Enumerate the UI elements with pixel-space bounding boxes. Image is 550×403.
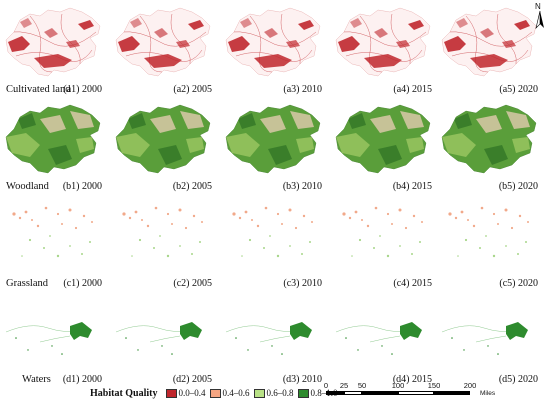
- map-grassland-c5: [448, 206, 529, 258]
- row-woodland: Woodland (b1) 2000 (b2) 2005 (b3) 2010 (…: [0, 97, 550, 193]
- map-panel-a2: (a2) 2005: [110, 0, 216, 96]
- map-panel-d5: (d5) 2020: [436, 290, 542, 386]
- scale-tick-200: 200: [463, 381, 477, 390]
- map-panel-c4: (c4) 2015: [330, 194, 436, 290]
- map-woodland-b4: [330, 99, 436, 177]
- row-label-cultivated-land: Cultivated land: [6, 84, 71, 95]
- caption-c1: (c1) 2000: [63, 278, 102, 289]
- legend-swatch-1: [209, 388, 221, 398]
- row-label-grassland: Grassland: [6, 278, 48, 289]
- map-panel-c2: (c2) 2005: [110, 194, 216, 290]
- map-grassland-c2: [122, 206, 203, 258]
- map-panel-b4: (b4) 2015: [330, 97, 436, 193]
- legend-swatch-3: [297, 388, 309, 398]
- caption-b5: (b5) 2020: [498, 181, 538, 192]
- map-waters-d4: [335, 321, 423, 356]
- scale-segment-1: [326, 391, 344, 395]
- map-panel-c1: Grassland (c1) 2000: [0, 194, 106, 290]
- legend-item-1: 0.4–0.6: [209, 388, 250, 398]
- map-cultivated-a4: [330, 2, 436, 80]
- caption-d4: (d4) 2015: [392, 374, 432, 385]
- scale-segment-3: [362, 391, 398, 395]
- row-waters: Waters (d1) 2000 (d2) 2005 (d3) 2010 (d4…: [0, 290, 550, 386]
- map-waters-d1: [5, 321, 93, 356]
- map-cultivated-a2: [110, 2, 216, 80]
- legend-label-1: 0.4–0.6: [222, 388, 250, 398]
- legend-swatch-2: [253, 388, 265, 398]
- map-panel-a3: (a3) 2010: [220, 0, 326, 96]
- north-arrow-icon: [535, 10, 544, 29]
- map-panel-d1: Waters (d1) 2000: [0, 290, 106, 386]
- caption-a5: (a5) 2020: [499, 84, 538, 95]
- scale-tick-100: 100: [391, 381, 405, 390]
- caption-c2: (c2) 2005: [173, 278, 212, 289]
- north-label: N: [535, 2, 541, 11]
- legend-title: Habitat Quality: [90, 387, 158, 399]
- caption-b4: (b4) 2015: [392, 181, 432, 192]
- map-panel-b2: (b2) 2005: [110, 97, 216, 193]
- map-panel-c5: (c5) 2020: [436, 194, 542, 290]
- map-panel-d2: (d2) 2005: [110, 290, 216, 386]
- map-panel-d4: (d4) 2015: [330, 290, 436, 386]
- caption-c4: (c4) 2015: [393, 278, 432, 289]
- caption-d3: (d3) 2010: [282, 374, 322, 385]
- caption-a4: (a4) 2015: [393, 84, 432, 95]
- caption-d2: (d2) 2005: [172, 374, 212, 385]
- caption-a3: (a3) 2010: [283, 84, 322, 95]
- legend-label-3: 0.8–1.0: [310, 388, 338, 398]
- caption-a1: (a1) 2000: [63, 84, 102, 95]
- legend-swatch-0: [165, 388, 177, 398]
- habitat-quality-map-grid: Cultivated land (a1) 2000 (a2) 2005 (a3)…: [0, 0, 550, 386]
- map-panel-c3: (c3) 2010: [220, 194, 326, 290]
- caption-d1: (d1) 2000: [62, 374, 102, 385]
- map-panel-a5: (a5) 2020: [436, 0, 542, 96]
- scale-segment-2: [344, 391, 362, 395]
- scale-tick-50: 50: [357, 381, 367, 390]
- scale-segment-5: [434, 391, 470, 395]
- caption-b2: (b2) 2005: [172, 181, 212, 192]
- caption-b3: (b3) 2010: [282, 181, 322, 192]
- map-woodland-b1: [0, 99, 106, 177]
- map-panel-d3: (d3) 2010: [220, 290, 326, 386]
- caption-d5: (d5) 2020: [498, 374, 538, 385]
- map-cultivated-a5: [436, 2, 542, 80]
- caption-c5: (c5) 2020: [499, 278, 538, 289]
- map-woodland-b3: [220, 99, 326, 177]
- row-label-woodland: Woodland: [6, 181, 49, 192]
- map-panel-b5: (b5) 2020: [436, 97, 542, 193]
- map-waters-d3: [225, 321, 313, 356]
- scale-segment-4: [398, 391, 434, 395]
- row-grassland: Grassland (c1) 2000 (c2) 2005 (c3) 2010 …: [0, 194, 550, 290]
- row-label-waters: Waters: [22, 374, 51, 385]
- scale-bar: 0 25 50 100 150 200 Miles: [323, 381, 546, 401]
- map-waters-d5: [441, 321, 529, 356]
- map-cultivated-a3: [220, 2, 326, 80]
- caption-c3: (c3) 2010: [283, 278, 322, 289]
- scale-unit: Miles: [480, 390, 496, 397]
- row-cultivated-land: Cultivated land (a1) 2000 (a2) 2005 (a3)…: [0, 0, 550, 96]
- map-cultivated-a1: [0, 2, 106, 80]
- scale-tick-0: 0: [323, 381, 329, 390]
- caption-a2: (a2) 2005: [173, 84, 212, 95]
- map-woodland-b5: [436, 99, 542, 177]
- map-panel-a4: (a4) 2015: [330, 0, 436, 96]
- legend-item-2: 0.6–0.8: [253, 388, 294, 398]
- legend-label-2: 0.6–0.8: [266, 388, 294, 398]
- caption-b1: (b1) 2000: [62, 181, 102, 192]
- legend-label-0: 0.0–0.4: [178, 388, 206, 398]
- north-arrow: N: [532, 2, 548, 30]
- scale-tick-25: 25: [339, 381, 349, 390]
- scale-tick-150: 150: [427, 381, 441, 390]
- legend-item-3: 0.8–1.0: [297, 388, 338, 398]
- map-panel-a1: Cultivated land (a1) 2000: [0, 0, 106, 96]
- legend-item-0: 0.0–0.4: [165, 388, 206, 398]
- map-grassland-c4: [342, 206, 423, 258]
- habitat-quality-legend: Habitat Quality 0.0–0.4 0.4–0.6 0.6–0.8 …: [90, 386, 342, 400]
- map-panel-b1: Woodland (b1) 2000: [0, 97, 106, 193]
- map-woodland-b2: [110, 99, 216, 177]
- map-waters-d2: [115, 321, 203, 356]
- map-panel-b3: (b3) 2010: [220, 97, 326, 193]
- map-grassland-c1: [12, 206, 93, 258]
- map-grassland-c3: [232, 206, 313, 258]
